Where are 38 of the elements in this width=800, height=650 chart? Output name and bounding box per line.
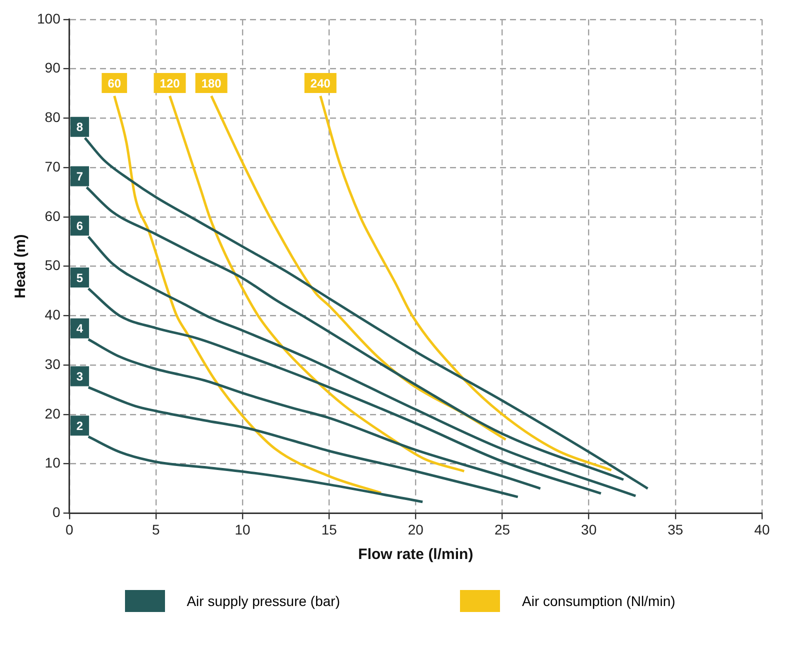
x-tick-label: 30 [581, 521, 597, 538]
x-tick-label: 25 [494, 521, 510, 538]
y-axis-title: Head (m) [12, 234, 30, 298]
y-tick-label: 60 [44, 208, 61, 224]
x-axis-title: Flow rate (l/min) [358, 546, 474, 564]
x-tick-label: 20 [408, 521, 424, 538]
series-label: 7 [76, 170, 84, 184]
y-tick-label: 0 [52, 504, 61, 520]
legend-label: 180 [201, 76, 222, 90]
y-tick-label: 50 [44, 257, 61, 274]
y-tick-label: 70 [44, 158, 61, 174]
series-label: 6 [76, 218, 84, 233]
series-label: 2 [76, 418, 84, 433]
series-label: 3 [76, 370, 84, 384]
line-series [168, 94, 466, 472]
line-series [113, 94, 382, 494]
y-tick-label: 20 [44, 405, 61, 422]
series-label: 5 [76, 270, 84, 285]
x-tick-label: 5 [152, 521, 160, 538]
text: Air consumption (Nl/min) [522, 593, 676, 609]
x-tick-label: 0 [65, 521, 74, 538]
y-tick-label: 40 [44, 306, 61, 323]
y-tick-label: 30 [44, 356, 61, 372]
x-tick-label: 40 [754, 521, 770, 538]
x-tick-label: 35 [668, 521, 684, 538]
y-tick-label: 100 [37, 10, 61, 26]
series-label: 4 [76, 322, 84, 336]
series-label: 120 [160, 76, 180, 90]
x-tick-label: 10 [234, 521, 251, 538]
text: Air supply pressure (bar) [186, 593, 340, 609]
series-label: 60 [108, 76, 122, 90]
y-tick-label: 80 [44, 109, 61, 126]
line-series [319, 94, 613, 472]
series-label: 240 [310, 76, 331, 90]
x-tick-label: 15 [321, 521, 338, 538]
series-label: 8 [76, 120, 84, 134]
y-tick-label: 90 [44, 60, 61, 76]
y-tick-label: 10 [44, 454, 61, 471]
